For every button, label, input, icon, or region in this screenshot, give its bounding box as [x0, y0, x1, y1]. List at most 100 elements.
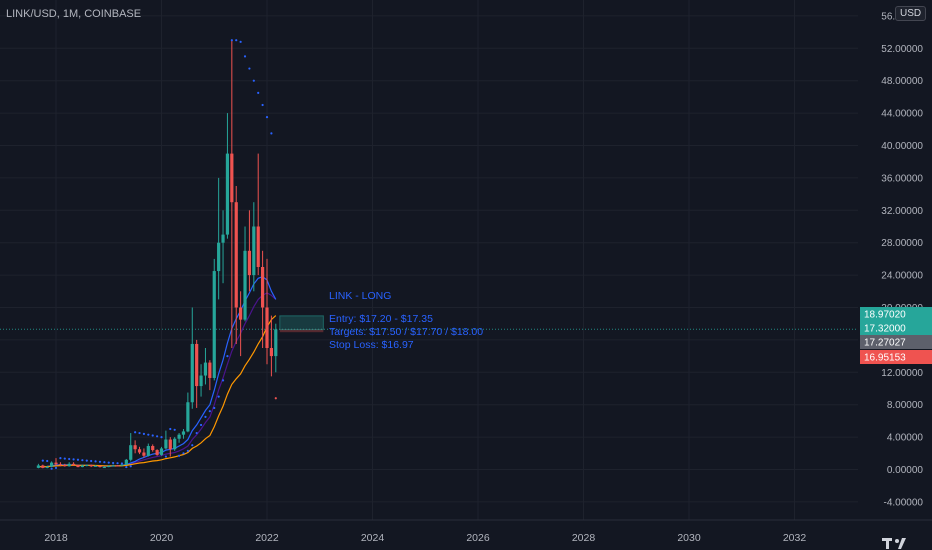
candle-body	[151, 446, 155, 451]
candle-body	[146, 446, 150, 456]
time-tick-label: 2028	[572, 532, 596, 544]
price-tick-label: 12.00000	[881, 368, 923, 379]
candle-body	[265, 307, 269, 348]
time-tick-label: 2026	[466, 532, 490, 544]
candle	[261, 250, 265, 348]
candle	[269, 315, 273, 377]
price-tag: 16.95153	[860, 350, 932, 364]
candle-body	[186, 402, 190, 432]
psar-dot	[156, 435, 159, 438]
psar-dot	[160, 436, 163, 439]
candle	[111, 464, 115, 467]
candle	[181, 429, 186, 439]
psar-dot	[134, 431, 137, 434]
candle-body	[63, 465, 67, 467]
psar-dot	[147, 433, 150, 436]
psar-dot	[252, 79, 255, 82]
candle	[239, 291, 243, 357]
psar-dot	[142, 432, 146, 435]
candle-body	[190, 343, 194, 403]
psar-dot	[72, 458, 75, 461]
psar-dot	[46, 459, 49, 463]
candle-body	[181, 431, 186, 435]
candle-body	[93, 465, 98, 467]
psar-dot	[226, 355, 229, 358]
candle-body	[164, 439, 168, 449]
psar-dot	[274, 397, 277, 400]
psar-dot	[90, 459, 93, 463]
candles	[36, 40, 278, 469]
candle	[67, 462, 71, 467]
psar-dot	[265, 116, 269, 119]
candle-body	[120, 464, 124, 466]
candle	[58, 462, 62, 467]
time-tick-label: 2024	[361, 532, 385, 544]
price-tag-bg	[860, 350, 932, 364]
psar-dot	[221, 379, 225, 382]
psar-dot	[208, 410, 211, 413]
candle	[142, 448, 146, 458]
candle	[36, 463, 41, 469]
candle	[203, 348, 208, 385]
psar-dot	[151, 434, 154, 437]
candle	[217, 177, 221, 300]
psar-dot	[120, 462, 124, 465]
candle-body	[212, 271, 216, 378]
candle	[151, 444, 155, 452]
price-tag: 18.97020	[860, 307, 932, 321]
candle	[124, 458, 128, 466]
candle	[208, 360, 212, 391]
psar-dot	[257, 91, 260, 94]
tradingview-logo-icon	[882, 538, 906, 549]
candle-body	[177, 434, 181, 439]
price-axis-bg	[858, 0, 932, 520]
psar-dot	[204, 415, 207, 418]
candle	[89, 464, 93, 468]
psar-dot	[54, 466, 58, 469]
plot-area	[0, 276, 858, 468]
psar-dot	[59, 457, 62, 460]
candle-body	[85, 465, 89, 467]
psar-dot	[112, 461, 115, 465]
psar-dot	[230, 39, 233, 42]
candle-body	[208, 362, 212, 378]
psar-dots	[41, 39, 277, 470]
time-tick-label: 2032	[783, 532, 807, 544]
psar-dot	[116, 462, 119, 465]
psar-dot	[76, 458, 80, 461]
candle-body	[107, 465, 111, 468]
candle	[212, 258, 216, 381]
candle	[129, 433, 133, 462]
psar-dot	[235, 39, 238, 42]
candle-body	[252, 226, 256, 276]
candle-body	[225, 153, 230, 235]
candle	[41, 464, 45, 469]
annotation-title: LINK - LONG	[329, 290, 391, 302]
candle	[63, 463, 67, 467]
psar-dot	[182, 452, 185, 455]
candle-body	[76, 465, 80, 468]
psar-dot	[63, 457, 66, 460]
price-tick-label: 4.00000	[887, 433, 924, 444]
candle	[199, 364, 203, 397]
candle-body	[239, 307, 243, 320]
annotation-stop: Stop Loss: $16.97	[329, 339, 414, 351]
candle	[256, 153, 260, 276]
candle-body	[159, 448, 164, 455]
candle-body	[58, 464, 62, 466]
candle	[274, 323, 278, 373]
candle-body	[41, 465, 45, 468]
candle-body	[199, 375, 203, 387]
candle-body	[243, 250, 247, 320]
currency-badge[interactable]: USD	[895, 6, 927, 21]
price-tag-bg	[860, 321, 932, 335]
candle-body	[137, 449, 142, 453]
candle	[225, 113, 230, 239]
psar-dot	[239, 40, 242, 43]
psar-dot	[50, 467, 53, 470]
psar-dot	[125, 465, 128, 469]
candle	[186, 392, 190, 433]
psar-dot	[138, 431, 141, 435]
time-axis: 2018 2020 2022 2024 2026 2028 2030 2032	[0, 519, 932, 550]
